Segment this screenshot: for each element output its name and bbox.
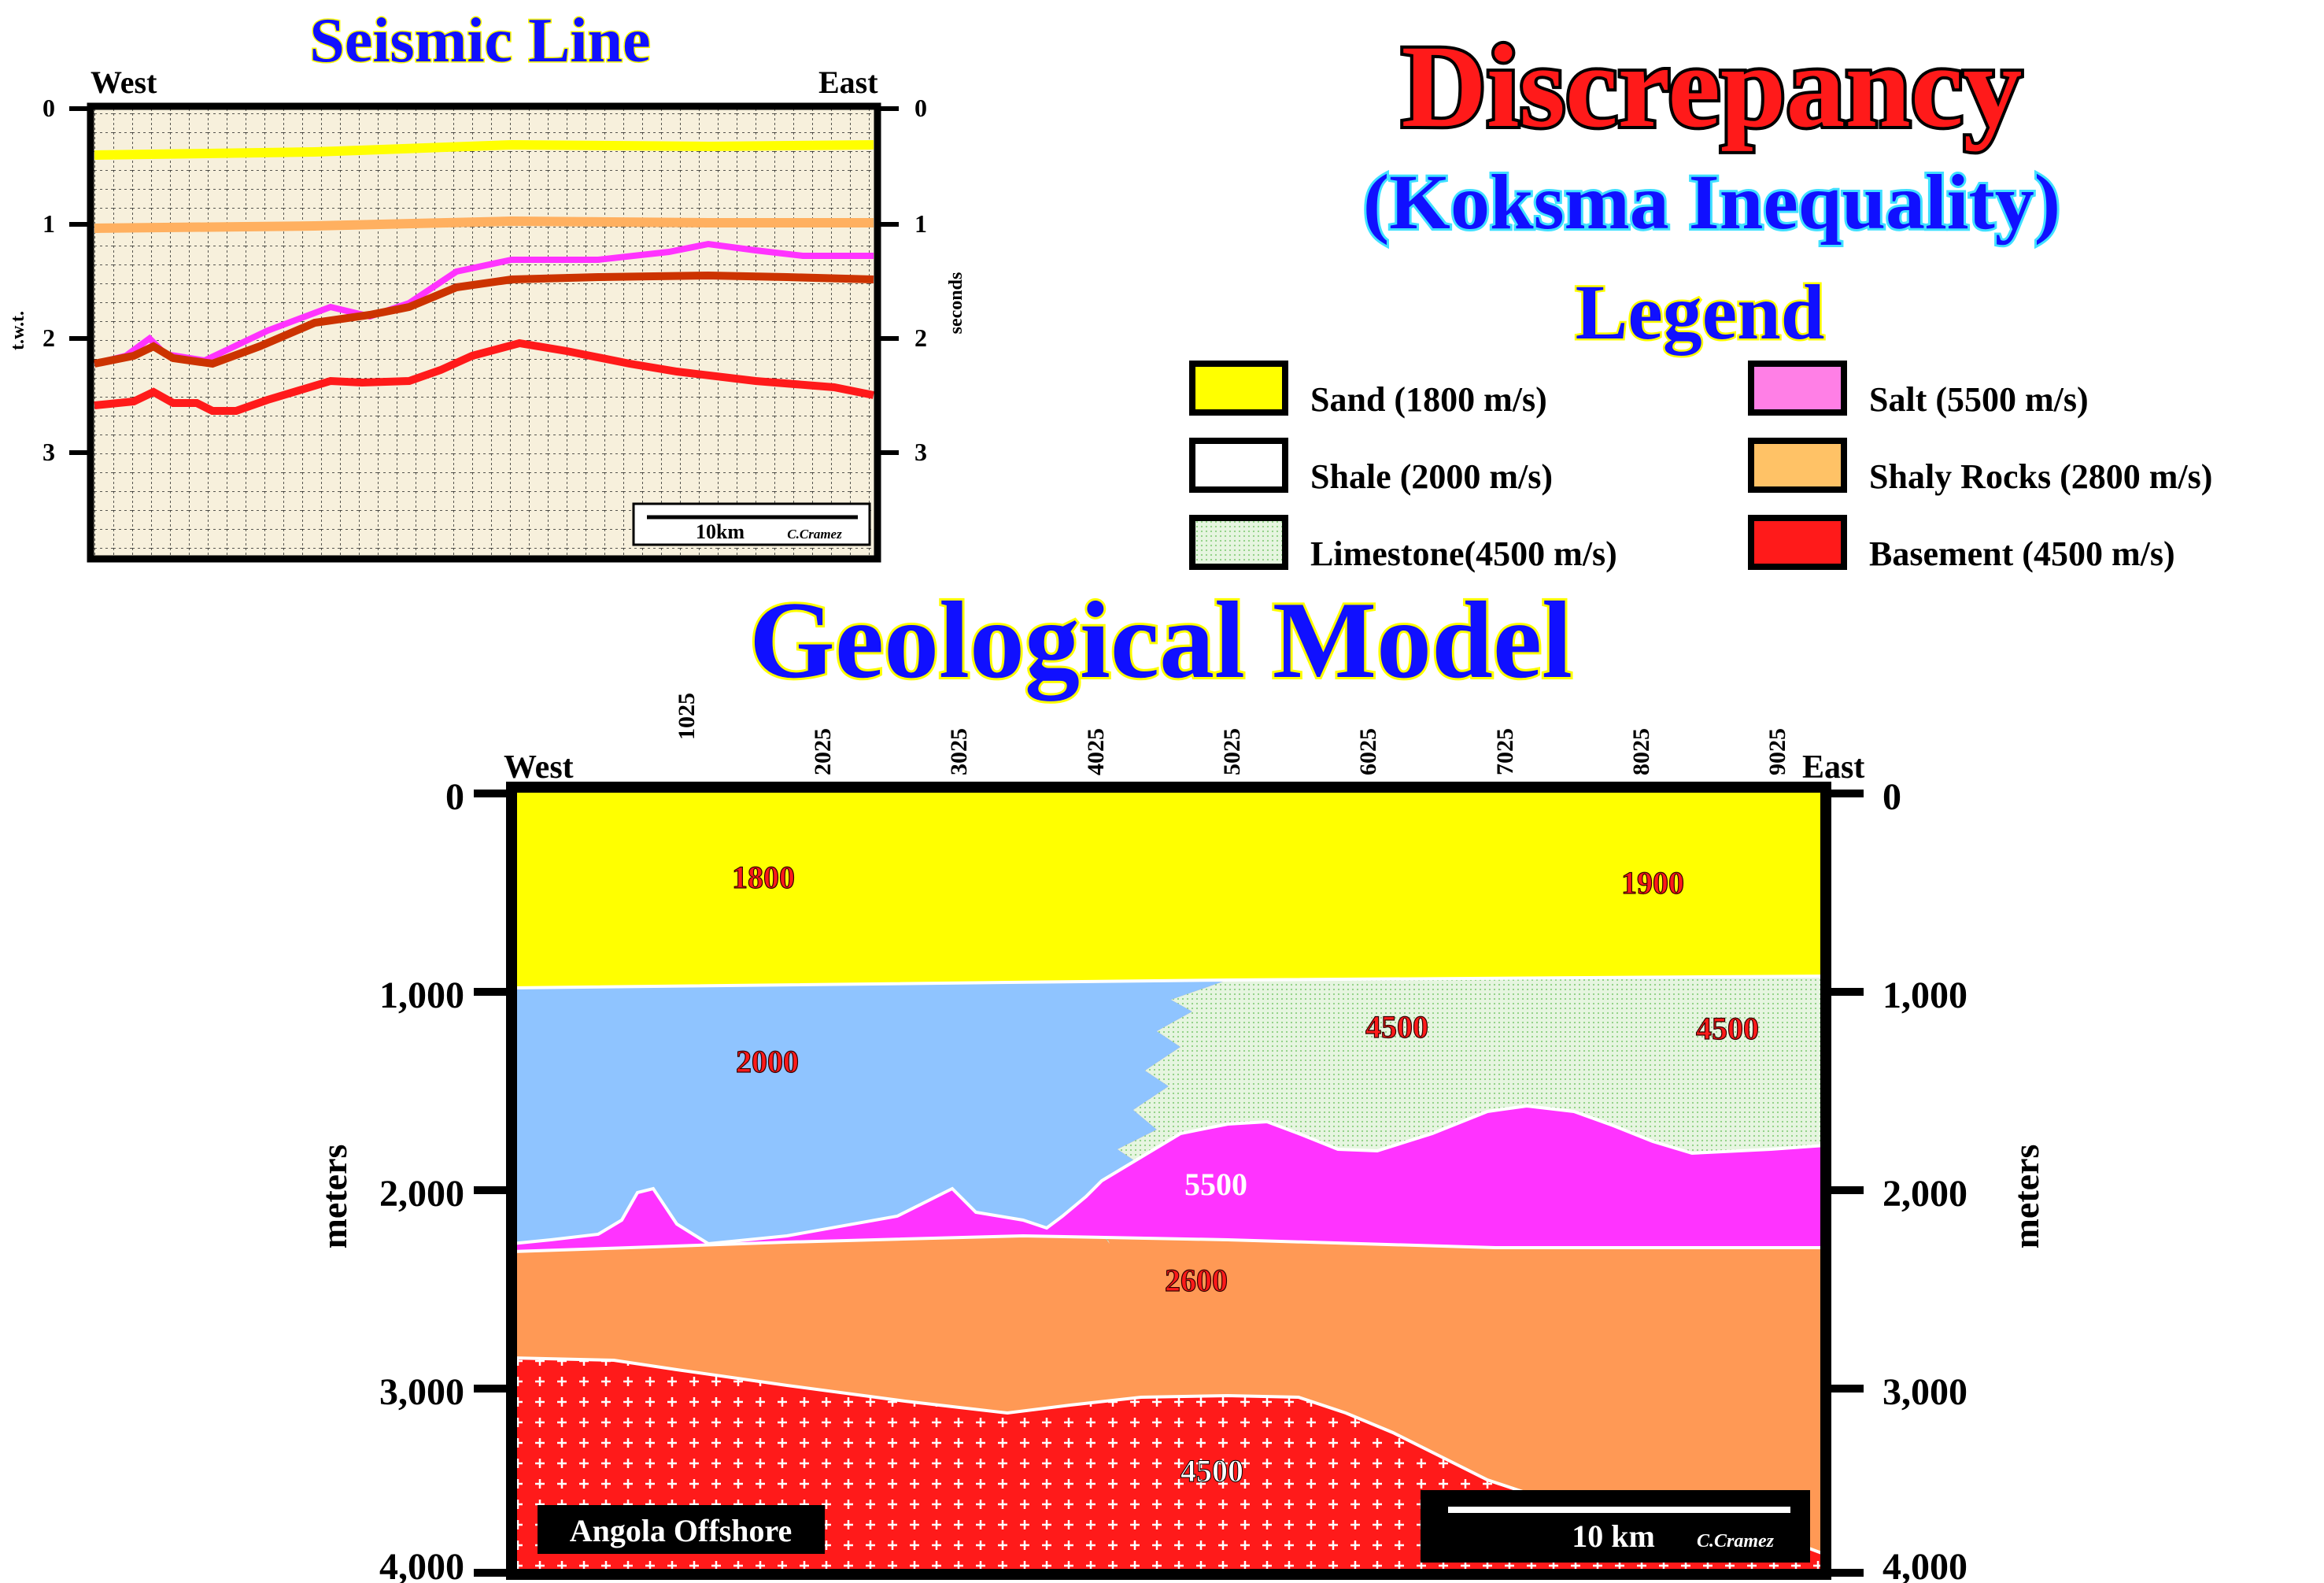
legend-label-shale: Shale (2000 m/s) xyxy=(1310,457,1553,496)
seismic-west-label: West xyxy=(91,65,157,100)
seismic-horizon-yellow xyxy=(94,139,874,160)
layer-limestone xyxy=(1086,976,1826,1244)
left-depth-0: 0 xyxy=(445,776,464,818)
model-east-label: East xyxy=(1802,749,1864,786)
legend-swatch-limestone xyxy=(1189,515,1288,570)
seismic-horizon-brown xyxy=(94,271,874,368)
legend-title: Legend xyxy=(1576,268,1825,356)
page-title: Discrepancy xyxy=(1402,21,2023,152)
location-label: Angola Offshore xyxy=(538,1505,825,1554)
right-depth-3000: 3,000 xyxy=(1882,1371,1967,1413)
seismic-grid xyxy=(91,106,878,559)
velocity-basement: 4500 xyxy=(1180,1453,1243,1489)
seismic-horizon-red xyxy=(94,338,874,415)
seismic-scale-bar: 10km C.Cramez xyxy=(632,502,871,546)
layer-sand xyxy=(512,787,1826,988)
left-depth-4000: 4,000 xyxy=(379,1546,464,1583)
seismic-frame xyxy=(87,102,881,563)
seismic-right-axis-label: seconds xyxy=(946,272,966,335)
velocity-salt: 5500 xyxy=(1184,1167,1247,1202)
model-scale-bar: 10 km C.Cramez xyxy=(1421,1490,1810,1563)
seismic-credit: C.Cramez xyxy=(787,527,842,542)
top-tick-4025: 4025 xyxy=(1083,728,1109,775)
legend-label-salt: Salt (5500 m/s) xyxy=(1869,380,2089,419)
top-tick-7025: 7025 xyxy=(1492,728,1518,775)
model-west-label: West xyxy=(504,749,574,786)
seismic-left-tick-1: 1 xyxy=(42,209,55,238)
right-depth-0: 0 xyxy=(1882,776,1901,818)
model-left-axis: 0 1,000 2,000 3,000 4,000 meters xyxy=(314,776,512,1583)
top-tick-9025: 9025 xyxy=(1764,728,1790,775)
top-tick-5025: 5025 xyxy=(1219,728,1245,775)
seismic-left-axis: 0 1 2 3 t.w.t. xyxy=(8,94,91,466)
velocity-limestone-1: 4500 xyxy=(1365,1009,1428,1045)
velocity-sand-east: 1900 xyxy=(1621,865,1684,901)
legend-swatch-basement xyxy=(1748,515,1847,570)
seismic-right-tick-0: 0 xyxy=(914,94,927,122)
right-depth-4000: 4,000 xyxy=(1882,1546,1967,1583)
geological-model: 1025 2025 3025 4025 5025 6025 7025 8025 … xyxy=(314,693,2046,1583)
seismic-left-tick-2: 2 xyxy=(42,324,55,352)
legend-label-limestone: Limestone(4500 m/s) xyxy=(1310,534,1617,573)
velocity-sand-west: 1800 xyxy=(732,860,795,895)
header: Discrepancy (Koksma Inequality) Legend xyxy=(1361,18,2063,358)
right-depth-1000: 1,000 xyxy=(1882,975,1967,1016)
right-axis-label: meters xyxy=(2006,1145,2046,1249)
legend-item-limestone: Limestone(4500 m/s) xyxy=(1189,515,1617,573)
top-tick-1025: 1025 xyxy=(674,693,700,740)
seismic-right-tick-3: 3 xyxy=(914,438,927,466)
seismic-east-label: East xyxy=(818,65,878,100)
layer-salt xyxy=(512,1106,1826,1252)
velocity-shaly-rocks: 2600 xyxy=(1165,1263,1228,1298)
seismic-horizon-orange xyxy=(94,216,874,233)
seismic-left-tick-0: 0 xyxy=(42,94,55,122)
seismic-right-axis: 0 1 2 3 seconds xyxy=(878,94,966,466)
legend-swatch-shale xyxy=(1189,438,1288,493)
page-subtitle: (Koksma Inequality) xyxy=(1363,158,2060,246)
right-depth-2000: 2,000 xyxy=(1882,1173,1967,1215)
legend-item-basement: Basement (4500 m/s) xyxy=(1748,515,2175,573)
seismic-right-tick-1: 1 xyxy=(914,209,927,238)
location-text: Angola Offshore xyxy=(570,1513,793,1548)
model-scale-label: 10 km xyxy=(1572,1518,1655,1554)
layer-shale xyxy=(512,980,1228,1244)
seismic-scale-label: 10km xyxy=(696,520,744,543)
seismic-right-tick-2: 2 xyxy=(914,324,927,352)
legend-label-basement: Basement (4500 m/s) xyxy=(1869,534,2175,573)
left-axis-label: meters xyxy=(314,1145,354,1249)
layer-boundaries xyxy=(511,975,1827,1556)
legend-label-shaly-rocks: Shaly Rocks (2800 m/s) xyxy=(1869,457,2212,496)
velocity-limestone-2: 4500 xyxy=(1696,1011,1759,1046)
top-tick-6025: 6025 xyxy=(1355,728,1381,775)
velocity-shale: 2000 xyxy=(736,1044,799,1079)
legend-item-salt: Salt (5500 m/s) xyxy=(1748,361,2089,419)
left-depth-2000: 2,000 xyxy=(379,1173,464,1215)
legend-item-shale: Shale (2000 m/s) xyxy=(1189,438,1553,496)
left-depth-1000: 1,000 xyxy=(379,975,464,1016)
seismic-left-tick-3: 3 xyxy=(42,438,55,466)
model-right-axis: 0 1,000 2,000 3,000 4,000 meters xyxy=(1826,776,2046,1583)
top-tick-3025: 3025 xyxy=(946,728,972,775)
legend-item-sand: Sand (1800 m/s) xyxy=(1189,361,1547,419)
velocity-labels: 1800 1900 2000 4500 4500 5500 2600 4500 xyxy=(731,859,1759,1489)
model-credit: C.Cramez xyxy=(1697,1531,1775,1552)
left-depth-3000: 3,000 xyxy=(379,1371,464,1413)
legend-swatch-salt xyxy=(1748,361,1847,416)
top-tick-2025: 2025 xyxy=(810,728,836,775)
legend: Sand (1800 m/s) Shale (2000 m/s) Limesto… xyxy=(1189,361,2212,573)
top-tick-8025: 8025 xyxy=(1628,728,1654,775)
seismic-panel: Seismic Line West East 0 1 2 3 t.w.t. xyxy=(8,6,966,563)
legend-swatch-shaly-rocks xyxy=(1748,438,1847,493)
seismic-left-axis-label: t.w.t. xyxy=(8,311,28,350)
legend-swatch-sand xyxy=(1189,361,1288,416)
model-top-axis: 1025 2025 3025 4025 5025 6025 7025 8025 … xyxy=(674,693,1790,775)
legend-label-sand: Sand (1800 m/s) xyxy=(1310,380,1547,419)
legend-item-shaly-rocks: Shaly Rocks (2800 m/s) xyxy=(1748,438,2212,496)
model-frame xyxy=(506,782,1831,1580)
model-title: Geological Model xyxy=(749,579,1572,701)
seismic-title: Seismic Line xyxy=(309,6,650,76)
